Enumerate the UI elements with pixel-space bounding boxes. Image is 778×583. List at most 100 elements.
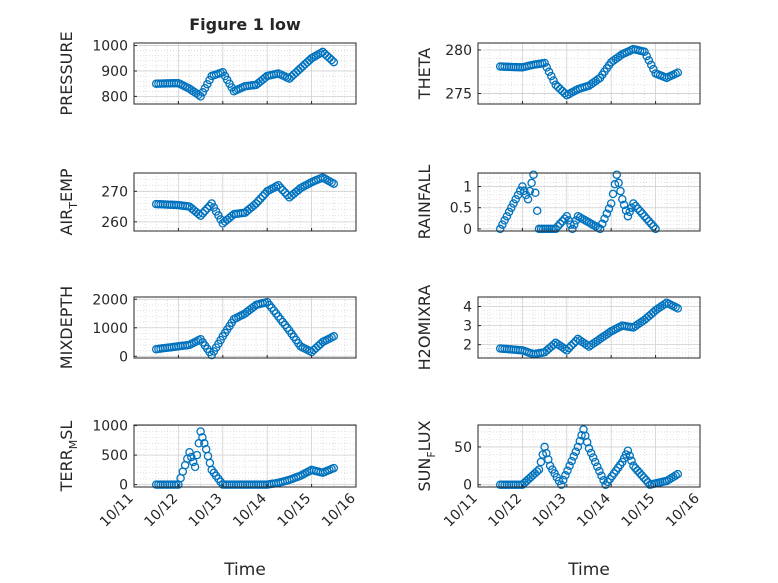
data-point: [547, 71, 556, 81]
data-point: [529, 170, 538, 179]
x-tick-label: 10/11: [441, 491, 481, 531]
data-point: [544, 67, 554, 77]
data-point: [625, 207, 634, 217]
axes-box: [477, 42, 701, 105]
data-point: [509, 199, 518, 208]
y-axis-label: H2OMIXRA: [415, 285, 434, 371]
data-point: [520, 186, 529, 196]
data-point: [274, 180, 283, 190]
data-point: [642, 51, 651, 61]
y-tick-label: 2000: [92, 292, 128, 308]
data-point: [639, 473, 649, 482]
data-point: [196, 92, 205, 101]
x-tick-label: 10/15: [619, 491, 659, 531]
data-point: [599, 475, 608, 485]
data-point: [198, 433, 207, 442]
data-point: [540, 58, 549, 68]
data-point: [565, 461, 574, 471]
x-tick-label: 10/15: [275, 491, 315, 531]
y-tick-label: 270: [101, 184, 128, 200]
figure-title: Figure 1 low: [189, 15, 301, 34]
data-point: [644, 56, 654, 65]
data-point: [205, 75, 214, 85]
y-tick-label: 1000: [92, 419, 128, 435]
axes-box: [133, 172, 357, 232]
data-point: [625, 451, 634, 460]
data-point: [629, 461, 638, 471]
y-tick-label: 2: [463, 338, 472, 354]
data-point: [190, 462, 200, 472]
data-point: [329, 463, 339, 473]
data-point: [280, 188, 290, 197]
y-tick-label: 1000: [92, 39, 128, 55]
subplot-h2omixra: 2 3 4 H2OMIXRA: [415, 285, 701, 371]
y-tick-label: 0.5: [450, 201, 472, 217]
data-point: [604, 204, 614, 213]
data-point: [623, 211, 633, 221]
data-point: [525, 186, 535, 196]
data-point: [523, 194, 533, 204]
data-point: [631, 201, 640, 211]
data-point: [329, 332, 339, 341]
data-point: [588, 453, 598, 462]
x-tick-label: 10/14: [574, 490, 614, 530]
data-point: [194, 90, 203, 100]
subplot-air_temp: 260 270 AIRTEMP: [57, 168, 357, 236]
axes-box: [133, 42, 357, 105]
x-tick-label: 10/12: [141, 491, 181, 531]
data-point: [644, 217, 654, 226]
data-point: [513, 190, 523, 200]
data-point: [563, 466, 572, 475]
data-point: [569, 452, 578, 461]
y-tick-label: 4: [463, 300, 472, 316]
data-point: [635, 206, 645, 216]
data-point: [502, 211, 512, 221]
y-tick-label: 3: [463, 319, 472, 335]
y-tick-label: 900: [101, 64, 128, 80]
subplot-mixdepth: 0 1000 2000 MIXDEPTH: [57, 286, 357, 369]
data-point: [566, 220, 575, 229]
data-point: [633, 204, 643, 213]
y-axis-label: PRESSURE: [57, 31, 76, 115]
data-point: [595, 224, 605, 234]
y-tick-label: 0: [463, 222, 472, 238]
data-point: [532, 467, 542, 476]
data-point: [616, 186, 625, 196]
data-point: [571, 447, 581, 456]
x-tick-label: 10/13: [186, 491, 226, 531]
data-point: [649, 222, 658, 231]
data-point: [515, 186, 525, 196]
data-point: [329, 179, 339, 188]
y-tick-label: 260: [101, 215, 128, 231]
data-point: [619, 200, 629, 210]
data-point: [606, 199, 616, 208]
data-point: [203, 79, 212, 89]
data-point: [249, 201, 259, 210]
y-tick-label: 0: [119, 478, 128, 494]
y-tick-label: 1000: [92, 321, 128, 337]
y-tick-label: 800: [101, 89, 128, 105]
data-point: [194, 439, 204, 448]
data-point: [590, 457, 600, 467]
data-point: [504, 207, 514, 217]
data-point: [560, 344, 569, 354]
x-tick-label: 10/16: [319, 490, 359, 530]
y-tick-label: 1: [463, 180, 472, 196]
subplot-sun_flux: 0 50 10/11 10/12 10/13 10/14 10/15 10/16 SUNFLUX: [415, 420, 703, 530]
y-tick-label: 50: [454, 440, 472, 456]
data-point: [646, 219, 656, 229]
data-point: [542, 63, 552, 72]
data-point: [553, 222, 563, 231]
data-point: [551, 224, 560, 234]
data-point: [566, 341, 576, 351]
data-point: [551, 80, 560, 90]
data-point: [635, 468, 644, 478]
data-point: [567, 456, 576, 466]
x-tick-label: 10/16: [663, 490, 703, 530]
y-tick-label: 0: [463, 478, 472, 494]
data-point: [555, 84, 565, 94]
y-tick-label: 0: [119, 349, 128, 365]
axes-box: [133, 424, 357, 488]
x-tick-label: 10/14: [230, 490, 270, 530]
data-point: [192, 450, 202, 460]
